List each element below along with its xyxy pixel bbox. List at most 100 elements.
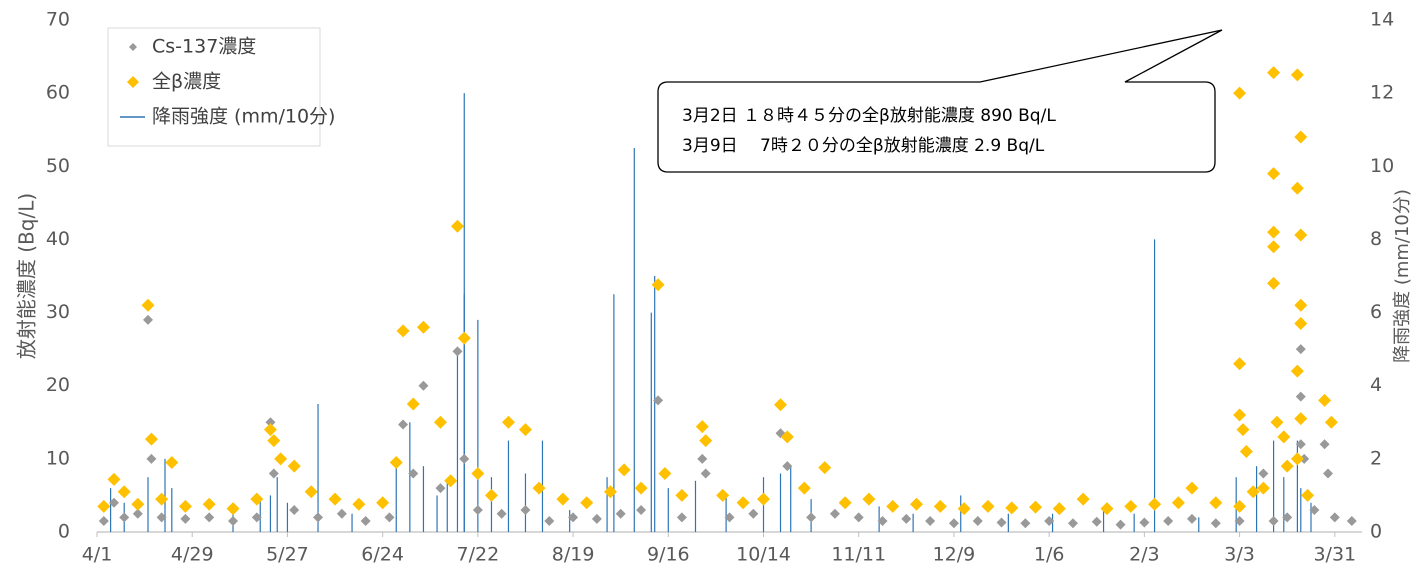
point xyxy=(1100,502,1114,516)
x-tick-label: 11/11 xyxy=(831,544,886,566)
point xyxy=(1267,66,1281,80)
point xyxy=(141,298,155,312)
point xyxy=(658,466,672,480)
point xyxy=(1290,181,1304,195)
point xyxy=(1233,357,1247,371)
point xyxy=(996,517,1007,528)
y2-tick-label: 2 xyxy=(1370,447,1382,469)
point xyxy=(1124,499,1138,513)
point xyxy=(782,461,793,472)
point xyxy=(1346,516,1357,527)
point xyxy=(406,397,420,411)
y-tick-label: 30 xyxy=(46,301,70,323)
point xyxy=(484,488,498,502)
y2-tick-label: 6 xyxy=(1370,301,1382,323)
x-tick-label: 6/24 xyxy=(361,544,404,566)
point xyxy=(418,380,429,391)
point xyxy=(518,423,532,437)
y-tick-label: 70 xyxy=(46,9,70,31)
point xyxy=(1258,468,1269,479)
point xyxy=(328,492,342,506)
point xyxy=(1295,344,1306,355)
point xyxy=(287,459,301,473)
point xyxy=(716,488,730,502)
point xyxy=(268,468,279,479)
point xyxy=(250,492,264,506)
point xyxy=(274,452,288,466)
point xyxy=(155,492,169,506)
legend-swatch xyxy=(127,76,139,88)
point xyxy=(603,485,617,499)
point xyxy=(444,474,458,488)
point xyxy=(416,320,430,334)
point xyxy=(697,453,708,464)
point xyxy=(1282,512,1293,523)
point xyxy=(1268,516,1279,527)
point xyxy=(568,512,579,523)
point xyxy=(1290,364,1304,378)
point xyxy=(1076,492,1090,506)
point xyxy=(1115,519,1126,530)
point xyxy=(471,466,485,480)
point xyxy=(109,497,120,508)
y-tick-label: 60 xyxy=(46,82,70,104)
point xyxy=(251,512,262,523)
point xyxy=(263,423,277,437)
point xyxy=(165,456,179,470)
x-tick-label: 12/9 xyxy=(933,544,976,566)
point xyxy=(1236,423,1250,437)
point xyxy=(780,430,794,444)
point xyxy=(853,512,864,523)
x-tick-label: 4/1 xyxy=(82,544,113,566)
y2-tick-label: 12 xyxy=(1370,82,1394,104)
point xyxy=(695,420,709,434)
point xyxy=(376,496,390,510)
point xyxy=(472,505,483,516)
point xyxy=(265,417,276,428)
point xyxy=(501,415,515,429)
point xyxy=(1329,512,1340,523)
point xyxy=(615,508,626,519)
x-tick-label: 4/29 xyxy=(171,544,214,566)
point xyxy=(396,324,410,338)
point xyxy=(1294,317,1308,331)
point xyxy=(925,516,936,527)
point xyxy=(957,502,971,516)
point xyxy=(532,481,546,495)
point xyxy=(1139,517,1150,528)
point xyxy=(146,453,157,464)
point xyxy=(1163,516,1174,527)
point xyxy=(838,496,852,510)
point xyxy=(1309,505,1320,516)
x-tick-label: 8/19 xyxy=(552,544,595,566)
point xyxy=(450,219,464,233)
annotation: 3月2日 １８時４５分の全β放射能濃度 890 Bq/L xyxy=(682,106,1056,126)
x-tick-label: 2/3 xyxy=(1129,544,1160,566)
point xyxy=(435,483,446,494)
point xyxy=(360,516,371,527)
point xyxy=(981,499,995,513)
point xyxy=(384,512,395,523)
point xyxy=(1067,518,1078,529)
point xyxy=(877,516,888,527)
point xyxy=(228,516,239,527)
point xyxy=(156,512,167,523)
point xyxy=(556,492,570,506)
point xyxy=(636,505,647,516)
point xyxy=(1233,499,1247,513)
y2-tick-label: 0 xyxy=(1370,521,1382,543)
point xyxy=(178,499,192,513)
point xyxy=(651,278,665,292)
point xyxy=(1319,439,1330,450)
point xyxy=(1294,130,1308,144)
point xyxy=(1277,430,1291,444)
legend xyxy=(107,27,321,147)
plot-area xyxy=(96,66,1362,537)
point xyxy=(1280,459,1294,473)
point xyxy=(675,488,689,502)
point xyxy=(617,463,631,477)
point xyxy=(289,505,300,516)
point xyxy=(1044,516,1055,527)
point xyxy=(226,502,240,516)
point xyxy=(313,512,324,523)
